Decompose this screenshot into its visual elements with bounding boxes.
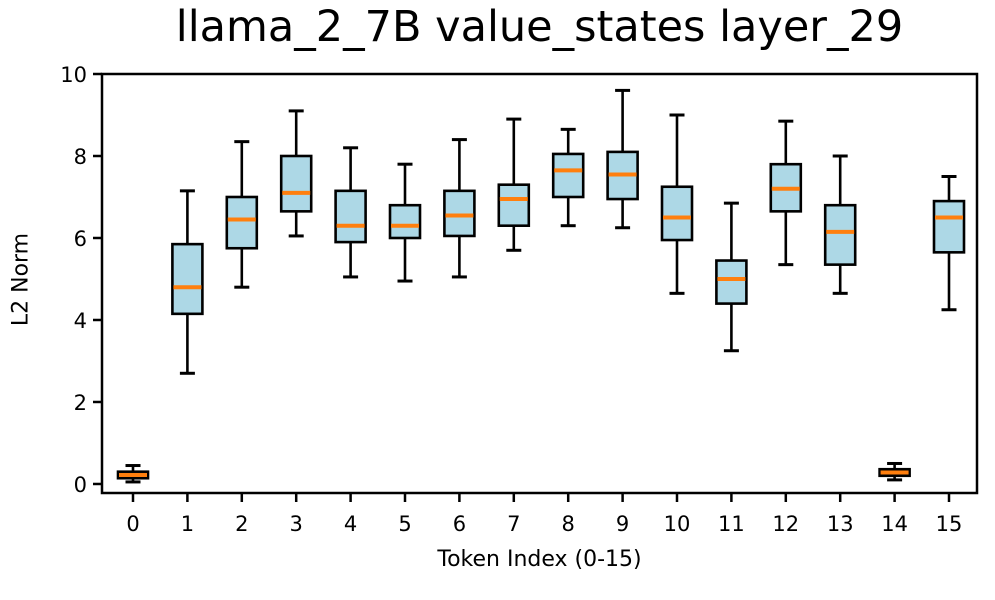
iqr-box	[279, 154, 313, 213]
box-token-14	[878, 461, 911, 482]
y-tick-label: 6	[74, 227, 87, 251]
axes-frame	[100, 72, 979, 495]
x-tick-label: 4	[344, 512, 357, 536]
box-token-11	[715, 201, 748, 353]
y-tick-label: 8	[74, 145, 87, 169]
box-token-2	[225, 140, 259, 289]
iqr-box	[497, 183, 531, 227]
chart-title: llama_2_7B value_states layer_29	[175, 2, 904, 52]
y-tick-label: 0	[74, 473, 87, 497]
x-tick-label: 10	[664, 512, 691, 536]
iqr-box	[715, 259, 748, 305]
box-token-4	[334, 146, 367, 279]
box-token-6	[443, 138, 476, 279]
x-tick-label: 15	[936, 512, 963, 536]
y-axis-label: L2 Norm	[8, 232, 34, 327]
x-tick-label: 1	[181, 512, 194, 536]
iqr-box	[334, 189, 367, 244]
box-token-1	[171, 189, 204, 375]
y-tick-label: 4	[74, 309, 87, 333]
iqr-box	[660, 185, 694, 242]
x-tick-label: 6	[453, 512, 466, 536]
x-tick-label: 13	[827, 512, 854, 536]
box-token-12	[769, 119, 803, 267]
x-tick-label: 12	[772, 512, 799, 536]
x-tick-label: 8	[562, 512, 575, 536]
box-token-15	[932, 174, 966, 312]
x-tick-label: 3	[290, 512, 303, 536]
box-token-3	[279, 109, 313, 238]
x-tick-label: 7	[507, 512, 520, 536]
y-tick-label: 2	[74, 391, 87, 415]
x-tick-label: 9	[616, 512, 629, 536]
iqr-box	[388, 203, 422, 240]
iqr-box	[551, 152, 585, 199]
box-token-8	[551, 127, 585, 228]
box-token-13	[823, 154, 857, 295]
box-token-7	[497, 117, 531, 252]
iqr-box	[823, 203, 857, 266]
x-tick-label: 14	[881, 512, 908, 536]
x-tick-label: 5	[398, 512, 411, 536]
box-token-0	[116, 464, 150, 484]
x-tick-label: 11	[718, 512, 745, 536]
iqr-box	[225, 195, 259, 250]
iqr-box	[932, 199, 966, 254]
box-token-10	[660, 113, 694, 295]
box-token-5	[388, 162, 422, 283]
y-tick-label: 10	[60, 63, 87, 87]
x-tick-label: 2	[235, 512, 248, 536]
box-token-9	[606, 88, 639, 230]
iqr-box	[171, 242, 204, 316]
x-axis-label: Token Index (0-15)	[437, 547, 642, 572]
x-tick-label: 0	[126, 512, 139, 536]
iqr-box	[443, 189, 476, 238]
